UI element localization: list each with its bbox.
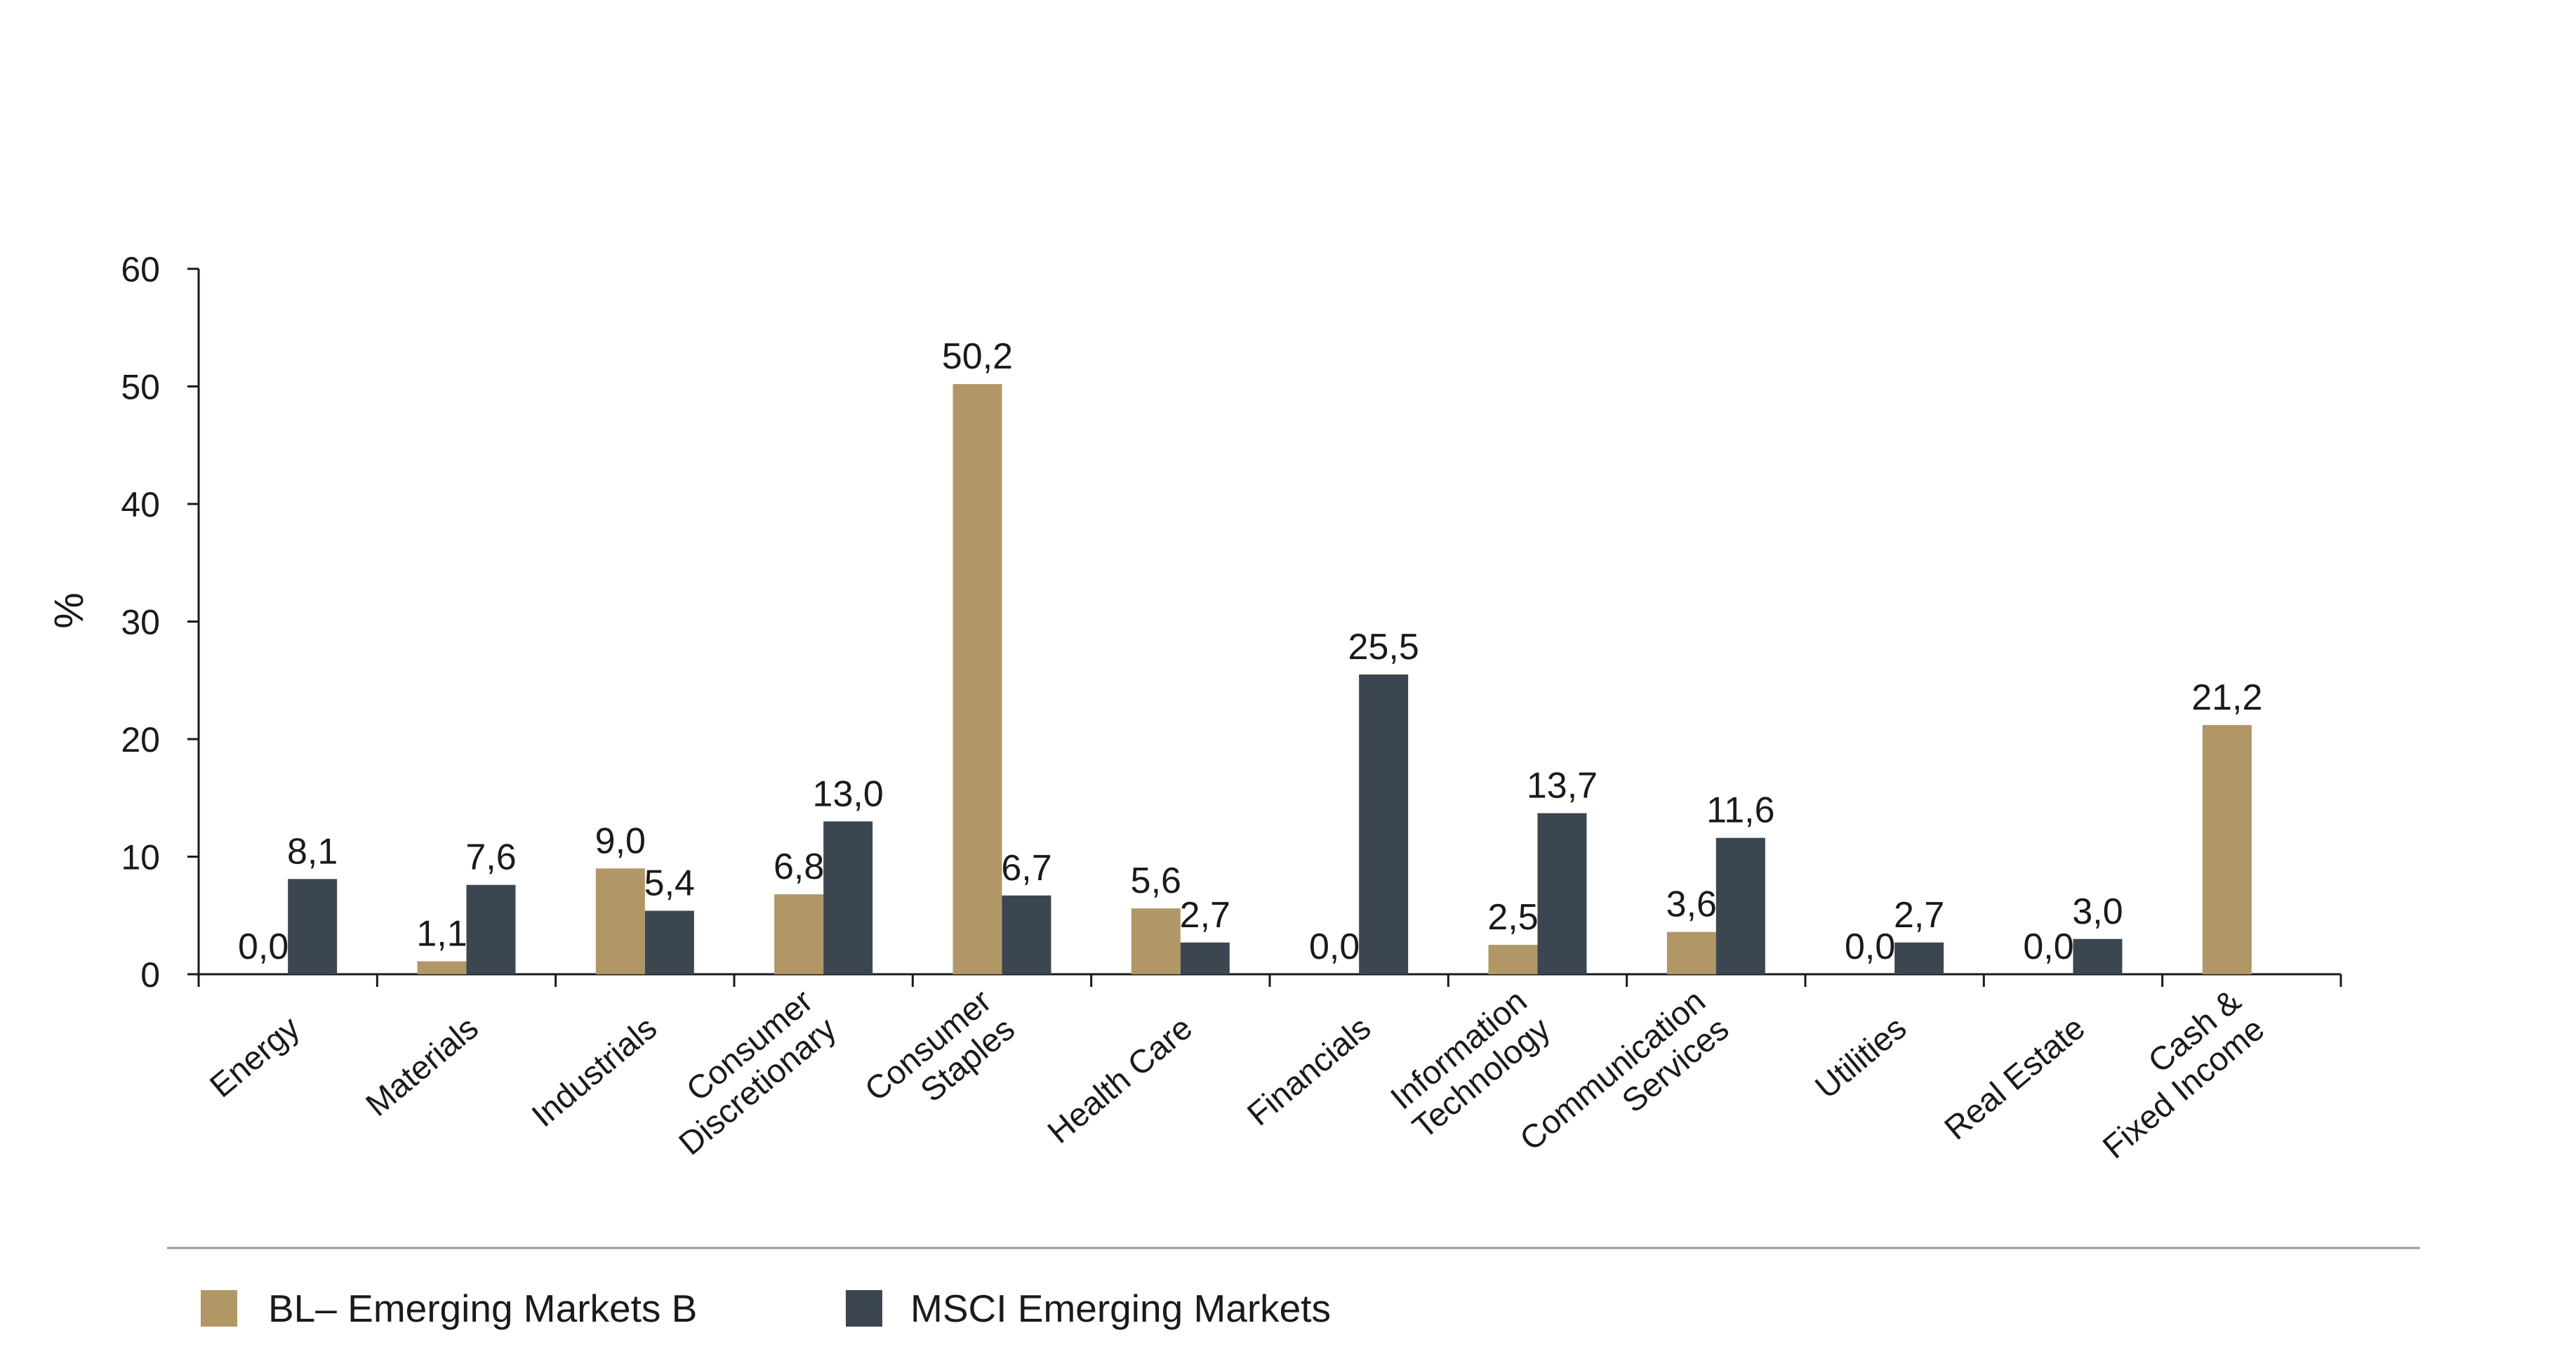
y-tick-label: 20 bbox=[121, 720, 160, 759]
data-label: 5,4 bbox=[644, 863, 695, 904]
bar-bl-emerging-markets bbox=[952, 384, 1002, 974]
data-label: 21,2 bbox=[2191, 677, 2262, 718]
bar-bl-emerging-markets bbox=[1131, 908, 1181, 974]
legend-label: MSCI Emerging Markets bbox=[910, 1287, 1331, 1330]
data-label: 13,0 bbox=[813, 774, 884, 814]
y-tick-label: 40 bbox=[121, 485, 160, 524]
data-label: 2,5 bbox=[1487, 897, 1538, 938]
data-label: 7,6 bbox=[465, 837, 516, 878]
y-tick-label: 10 bbox=[121, 838, 160, 877]
bar-bl-emerging-markets bbox=[417, 961, 467, 974]
y-axis-title: % bbox=[46, 592, 92, 629]
legend: BL– Emerging Markets B MSCI Emerging Mark… bbox=[167, 1247, 2420, 1330]
data-label: 2,7 bbox=[1894, 895, 1944, 936]
category-label-line: Financials bbox=[1240, 1009, 1377, 1133]
category-label-line: Real Estate bbox=[1937, 1009, 2092, 1147]
bar-bl-emerging-markets bbox=[595, 868, 645, 974]
legend-label: BL– Emerging Markets B bbox=[268, 1287, 697, 1330]
y-tick-label: 50 bbox=[121, 368, 160, 407]
axes: 0 10 20 30 40 50 60% Energy Materials Industrials… bbox=[46, 250, 2342, 1186]
data-label: 6,7 bbox=[1001, 848, 1051, 889]
category-label: Industrials bbox=[524, 1009, 663, 1134]
bar-msci-emerging-markets bbox=[823, 821, 873, 974]
bar-bl-emerging-markets bbox=[2202, 724, 2252, 974]
data-label: 13,7 bbox=[1527, 766, 1598, 806]
data-label: 1,1 bbox=[416, 914, 467, 955]
category-label: Materials bbox=[359, 1009, 485, 1123]
data-label: 9,0 bbox=[595, 821, 646, 861]
category-label-line: Health Care bbox=[1040, 1009, 1199, 1150]
bar-bl-emerging-markets bbox=[774, 894, 824, 974]
data-label: 0,0 bbox=[1309, 927, 1360, 967]
category-label-line: Utilities bbox=[1807, 1009, 1913, 1106]
data-label: 0,0 bbox=[1845, 927, 1895, 967]
bar-msci-emerging-markets bbox=[288, 879, 338, 974]
data-label: 5,6 bbox=[1131, 861, 1181, 901]
data-label: 2,7 bbox=[1180, 895, 1230, 936]
data-label: 0,0 bbox=[2023, 927, 2073, 967]
data-label: 50,2 bbox=[942, 336, 1013, 377]
bar-msci-emerging-markets bbox=[466, 884, 516, 974]
data-label: 6,8 bbox=[774, 847, 824, 887]
category-label: Energy bbox=[202, 1009, 307, 1105]
bar-msci-emerging-markets bbox=[644, 910, 694, 974]
bar-msci-emerging-markets bbox=[2073, 938, 2123, 974]
category-label: Health Care bbox=[1040, 1009, 1199, 1150]
bars bbox=[288, 384, 2252, 974]
y-tick-label: 0 bbox=[140, 955, 160, 995]
data-labels: 0,08,11,17,6 9,05,4 6,813,050,26,7 5,62,70,… bbox=[238, 336, 2262, 967]
data-label: 11,6 bbox=[1706, 790, 1774, 831]
y-tick-label: 60 bbox=[121, 250, 160, 289]
bar-msci-emerging-markets bbox=[1715, 837, 1765, 974]
category-label: Financials bbox=[1240, 1009, 1377, 1133]
category-label: ConsumerStaples bbox=[858, 982, 1022, 1136]
category-label: CommunicationServices bbox=[1513, 982, 1736, 1186]
data-label: 8,1 bbox=[287, 831, 338, 872]
legend-swatch-msci-emerging-markets bbox=[846, 1290, 882, 1327]
data-label: 0,0 bbox=[238, 927, 288, 967]
category-label-line: Industrials bbox=[524, 1009, 663, 1134]
category-label: Cash &Fixed Income bbox=[2072, 982, 2271, 1166]
category-label-line: Materials bbox=[359, 1009, 485, 1123]
category-label: Utilities bbox=[1807, 1009, 1913, 1106]
y-tick-label: 30 bbox=[121, 603, 160, 642]
category-label: Real Estate bbox=[1937, 1009, 2092, 1147]
bar-msci-emerging-markets bbox=[1180, 942, 1230, 974]
bar-msci-emerging-markets bbox=[1359, 674, 1409, 974]
data-label: 25,5 bbox=[1348, 627, 1419, 668]
bar-msci-emerging-markets bbox=[1002, 895, 1051, 974]
category-label: ConsumerDiscretionary bbox=[648, 981, 843, 1162]
bar-msci-emerging-markets bbox=[1537, 813, 1587, 974]
data-label: 3,0 bbox=[2072, 891, 2123, 932]
data-label: 3,6 bbox=[1666, 884, 1717, 925]
bar-bl-emerging-markets bbox=[1488, 945, 1538, 974]
bar-msci-emerging-markets bbox=[1894, 942, 1944, 974]
bar-bl-emerging-markets bbox=[1666, 931, 1716, 974]
legend-swatch-bl-emerging-markets bbox=[201, 1290, 237, 1327]
category-label-line: Energy bbox=[202, 1009, 307, 1105]
